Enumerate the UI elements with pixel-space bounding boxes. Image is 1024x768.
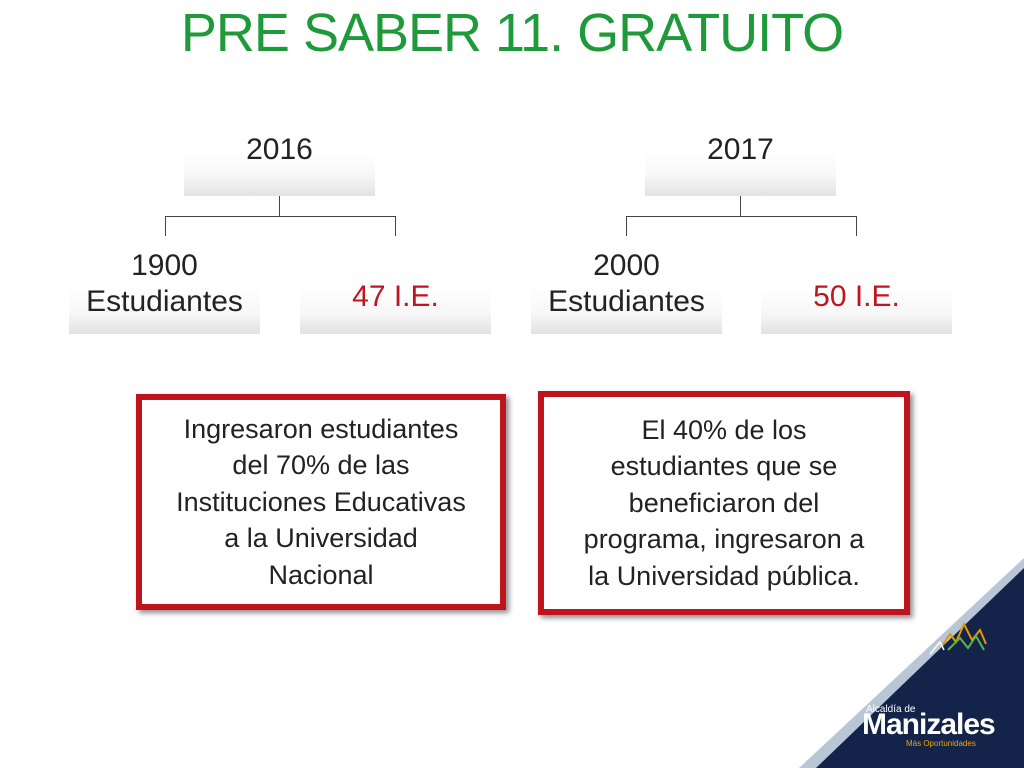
year-label: 2017 <box>707 133 774 166</box>
students-count: 2000 <box>593 249 660 283</box>
connector <box>856 216 857 236</box>
callout-2016: Ingresaron estudiantes del 70% de las In… <box>136 394 506 610</box>
logo-tagline: Más Oportunidades <box>906 739 976 748</box>
callout-line: estudiantes que se <box>610 451 838 482</box>
logo-prefix: Alcaldía de <box>866 704 916 715</box>
callout-line: Ingresaron estudiantes <box>183 413 459 444</box>
year-label: 2016 <box>246 133 313 166</box>
institutions-node-2017: 50 I.E. <box>761 280 952 334</box>
callout-line: la Universidad pública. <box>588 560 860 591</box>
corner-decoration <box>799 558 1024 768</box>
callout-2017: El 40% de los estudiantes que se benefic… <box>538 391 910 615</box>
callout-line: Instituciones Educativas <box>176 486 466 517</box>
students-label: Estudiantes <box>86 284 243 318</box>
students-count: 1900 <box>131 249 198 283</box>
city-skyline-icon <box>941 621 987 647</box>
city-skyline-icon <box>947 634 985 651</box>
students-label: Estudiantes <box>548 284 705 318</box>
connector <box>165 216 166 236</box>
callout-line: El 40% de los <box>641 414 807 445</box>
connector <box>395 216 396 236</box>
callout-line: Nacional <box>268 559 374 590</box>
connector <box>626 216 627 236</box>
callout-line: programa, ingresaron a <box>583 524 865 555</box>
institutions-label: 47 I.E. <box>352 280 439 314</box>
connector <box>279 196 280 216</box>
students-node-2016: 1900 Estudiantes <box>69 249 260 334</box>
year-node-2016: 2016 <box>184 133 375 196</box>
year-node-2017: 2017 <box>645 133 836 196</box>
institutions-label: 50 I.E. <box>813 280 900 314</box>
students-node-2017: 2000 Estudiantes <box>531 249 722 334</box>
connector <box>740 196 741 216</box>
callout-line: a la Universidad <box>224 523 418 554</box>
callout-line: beneficiaron del <box>628 487 820 518</box>
institutions-node-2016: 47 I.E. <box>300 280 491 334</box>
connector <box>626 216 857 217</box>
callout-line: del 70% de las <box>232 450 410 481</box>
connector <box>165 216 396 217</box>
logo-name: Manizales <box>862 708 996 741</box>
slide-title: PRE SABER 11. GRATUITO <box>180 3 844 63</box>
